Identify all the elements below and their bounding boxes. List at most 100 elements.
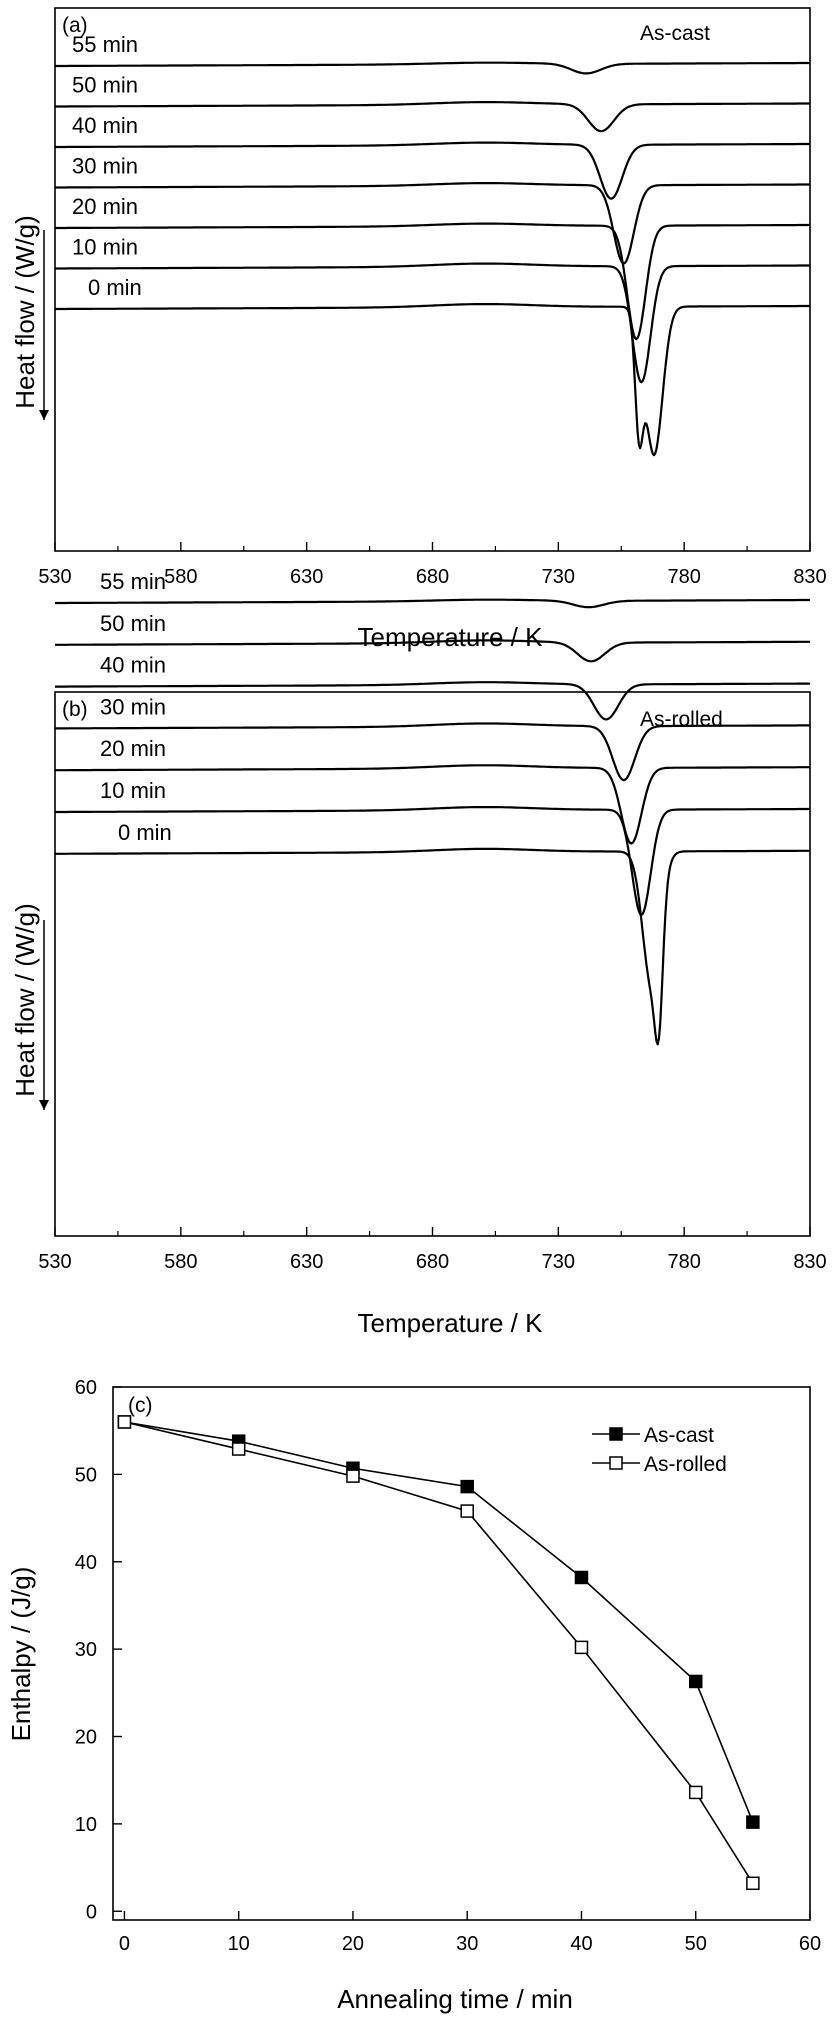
b-x-tick-label: 530 <box>38 1251 71 1273</box>
c-data-point-as-rolled <box>688 1785 703 1800</box>
b-x-tick-label: 830 <box>793 1251 826 1273</box>
a-x-tick-label: 630 <box>290 566 323 588</box>
c-y-tick-label: 60 <box>75 1377 97 1399</box>
panel-c-label: (c) <box>128 1394 153 1417</box>
a-x-tick-label: 780 <box>667 566 700 588</box>
a-curve <box>55 61 810 75</box>
c-data-point-as-cast <box>746 1815 760 1829</box>
c-data-point-as-rolled <box>460 1504 474 1518</box>
c-series-line-as-rolled <box>124 1421 754 1884</box>
b-curve-label: 10 min <box>100 778 166 803</box>
b-curve <box>55 806 810 916</box>
a-curve <box>55 141 810 200</box>
b-curve-label: 50 min <box>100 611 166 636</box>
a-curve <box>55 262 810 384</box>
c-y-tick-label: 0 <box>86 1901 97 1923</box>
c-x-tick-label: 60 <box>799 1933 821 1955</box>
a-x-tick-label: 680 <box>416 566 449 588</box>
a-x-tick-label: 730 <box>542 566 575 588</box>
b-curve-label: 0 min <box>118 820 172 845</box>
c-legend-marker <box>609 1456 623 1470</box>
c-data-point-as-cast <box>688 1674 703 1689</box>
a-curve-label: 20 min <box>72 194 138 219</box>
a-arrow-head <box>39 410 49 420</box>
panel-a-annotation: As-cast <box>640 22 710 45</box>
b-x-tick-label: 630 <box>290 1251 323 1273</box>
b-curve-label: 20 min <box>100 736 166 761</box>
panel-b-curves <box>55 598 810 1046</box>
a-x-tick-label: 580 <box>164 566 197 588</box>
panel-a-x-ticks: 530 580 630 680 730 780 830 <box>38 542 827 588</box>
c-x-tick-label: 10 <box>228 1933 250 1955</box>
panel-b-y-axis-label: Heat flow / (W/g) <box>10 903 40 1097</box>
panel-c-series <box>117 1415 760 1891</box>
a-curve-label: 30 min <box>72 154 138 179</box>
a-curve-label: 0 min <box>88 275 142 300</box>
panel-a-curve-labels: 55 min 50 min 40 min 30 min 20 min 10 min 0 mi… <box>72 32 142 300</box>
c-y-tick-label: 20 <box>75 1727 97 1749</box>
b-curve <box>55 598 810 609</box>
b-x-tick-label: 780 <box>667 1251 700 1273</box>
a-curve-label: 55 min <box>72 32 138 57</box>
c-x-tick-label: 0 <box>119 1933 130 1955</box>
panel-b-x-ticks: 530 580 630 680 730 780 830 <box>38 1227 827 1273</box>
b-x-tick-label: 730 <box>542 1251 575 1273</box>
c-data-point-as-cast <box>460 1479 474 1494</box>
panel-a-x-axis-label: Temperature / K <box>358 622 544 652</box>
c-data-point-as-rolled <box>574 1640 589 1655</box>
a-curve <box>55 182 810 265</box>
c-legend-label: As-cast <box>644 1424 714 1447</box>
c-x-tick-label: 30 <box>456 1933 478 1955</box>
c-x-tick-label: 20 <box>342 1933 364 1955</box>
panel-b-label: (b) <box>62 698 88 721</box>
panel-c-plot-frame <box>112 1386 811 1921</box>
panel-a-exo-arrow <box>39 230 49 420</box>
c-x-tick-label: 50 <box>685 1933 707 1955</box>
c-data-point-as-rolled <box>746 1876 760 1891</box>
b-x-tick-label: 680 <box>416 1251 449 1273</box>
a-curve <box>55 101 810 133</box>
c-data-point-as-rolled <box>117 1415 132 1429</box>
c-series-line-as-cast <box>124 1421 754 1823</box>
panel-c-x-axis-label: Annealing time / min <box>337 1984 573 2014</box>
a-curve-label: 10 min <box>72 235 138 260</box>
a-curve <box>55 303 810 457</box>
panel-a-plot-frame <box>54 7 811 552</box>
panel-c-x-ticks: 0 10 20 30 40 50 60 <box>119 1911 821 1955</box>
panel-a-label: (a) <box>62 14 88 37</box>
c-data-point-as-rolled <box>231 1442 246 1456</box>
a-curve-label: 50 min <box>72 73 138 98</box>
panel-a-curves <box>55 61 810 457</box>
c-legend-marker <box>609 1427 623 1441</box>
a-x-tick-label: 530 <box>38 566 71 588</box>
b-arrow-head <box>39 1100 49 1110</box>
panel-c-y-axis-label: Enthalpy / (J/g) <box>6 1567 36 1742</box>
panel-c-legend: As-cast As-rolled <box>592 1424 727 1476</box>
c-x-tick-label: 40 <box>570 1933 592 1955</box>
b-x-tick-label: 580 <box>164 1251 197 1273</box>
panel-b-x-axis-label: Temperature / K <box>358 1308 544 1338</box>
c-data-point-as-rolled <box>346 1469 360 1483</box>
c-data-point-as-cast <box>574 1570 589 1585</box>
panel-a-y-axis-label: Heat flow / (W/g) <box>10 215 40 409</box>
b-curve-label: 40 min <box>100 653 166 678</box>
b-curve <box>55 847 810 1046</box>
panel-b-plot-frame <box>54 691 811 1237</box>
a-x-tick-label: 830 <box>793 566 826 588</box>
a-curve <box>55 222 810 341</box>
b-curve <box>55 681 810 721</box>
c-y-tick-label: 40 <box>75 1552 97 1574</box>
b-curve-label: 55 min <box>100 569 166 594</box>
panel-c-y-ticks: 0 10 20 30 40 50 60 <box>75 1377 122 1923</box>
c-y-tick-label: 50 <box>75 1464 97 1486</box>
b-curve-label: 30 min <box>100 694 166 719</box>
b-curve <box>55 722 810 782</box>
panel-b-exo-arrow <box>39 920 49 1110</box>
a-curve-label: 40 min <box>72 113 138 138</box>
c-y-tick-label: 10 <box>75 1814 97 1836</box>
b-curve <box>55 764 810 845</box>
c-y-tick-label: 30 <box>75 1639 97 1661</box>
